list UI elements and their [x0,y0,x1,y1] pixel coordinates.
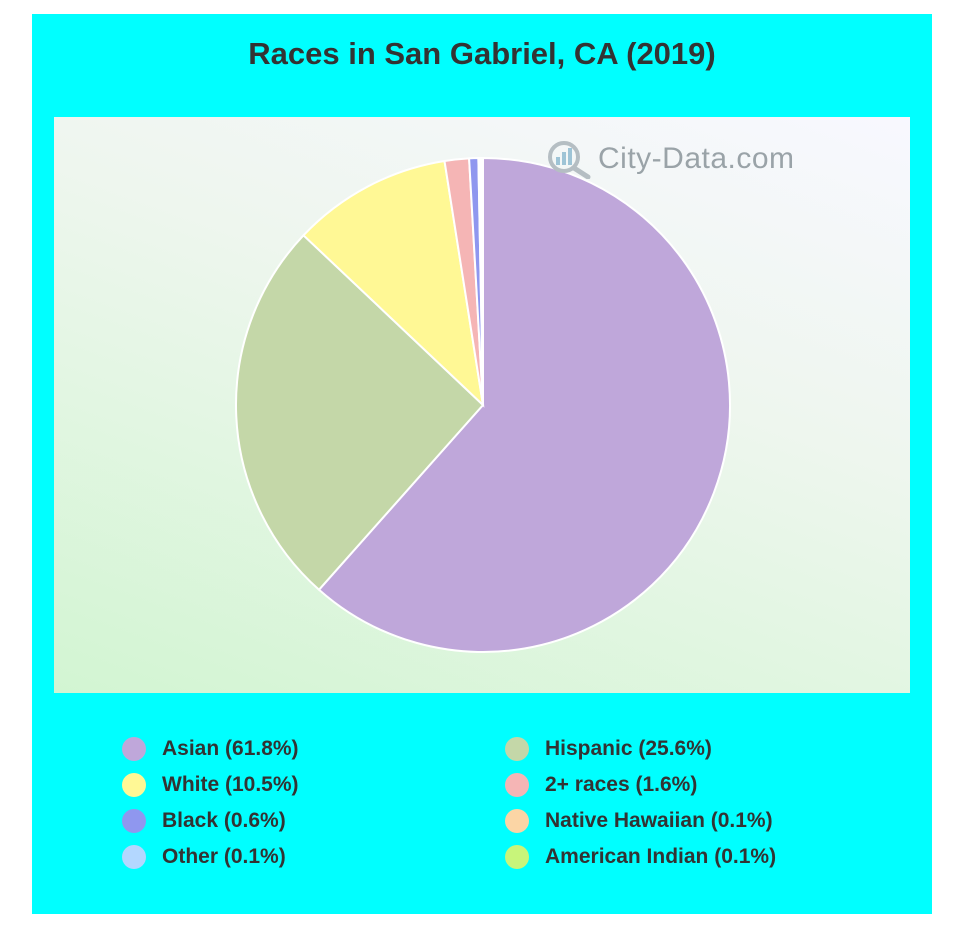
legend-label: Other (0.1%) [162,845,286,868]
chart-title: Races in San Gabriel, CA (2019) [248,36,716,71]
pie-chart [235,156,731,653]
chart-frame: Races in San Gabriel, CA (2019) City-Dat… [32,14,932,914]
pie-slice-1 [235,233,485,592]
legend-item: American Indian (0.1%) [505,842,776,872]
legend-item: 2+ races (1.6%) [505,770,697,800]
legend-label: Hispanic (25.6%) [545,737,712,760]
legend-label: Asian (61.8%) [162,737,299,760]
pie-slice-7 [480,156,484,406]
pie-slice-0 [317,156,731,653]
legend-item: Black (0.6%) [122,806,286,836]
legend-swatch [122,773,146,797]
legend-label: White (10.5%) [162,773,299,796]
legend-swatch [505,809,529,833]
watermark-text: City-Data.com [598,142,795,175]
legend-item: Native Hawaiian (0.1%) [505,806,773,836]
legend-swatch [505,845,529,869]
magnifier-icon [548,141,591,179]
plot-area: City-Data.com [54,117,910,693]
legend-label: Native Hawaiian (0.1%) [545,809,773,832]
legend-item: Asian (61.8%) [122,734,299,764]
pie-slice-2 [302,159,485,408]
legend-item: White (10.5%) [122,770,299,800]
legend-item: Other (0.1%) [122,842,286,872]
watermark: City-Data.com [542,139,795,179]
legend-swatch [505,773,529,797]
legend-swatch [122,845,146,869]
legend-item: Hispanic (25.6%) [505,734,712,764]
legend-label: 2+ races (1.6%) [545,773,698,796]
legend-swatch [505,737,529,761]
legend-swatch [122,809,146,833]
legend-label: Black (0.6%) [162,809,286,832]
legend-swatch [122,737,146,761]
legend-label: American Indian (0.1%) [545,845,777,868]
